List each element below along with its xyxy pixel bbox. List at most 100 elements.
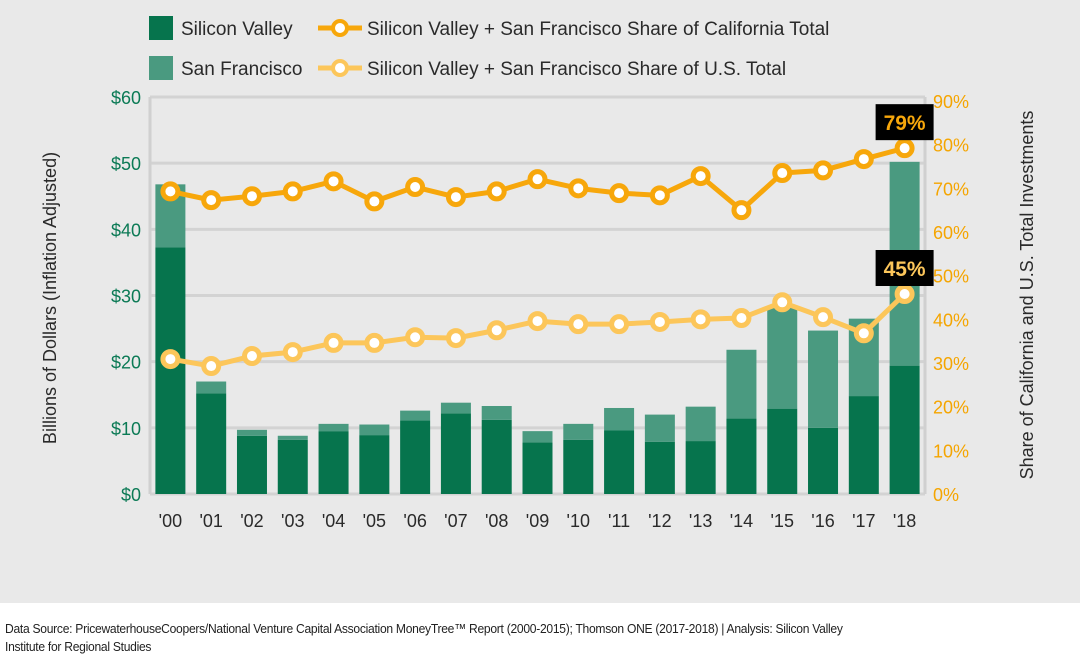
legend-label-ca-share: Silicon Valley + San Francisco Share of … [367, 19, 829, 40]
y-tick-label-left: $60 [111, 88, 141, 108]
ca-share-point [241, 186, 262, 207]
us-share-point [323, 332, 344, 353]
ca-share-point [894, 138, 915, 159]
ca-share-point [527, 169, 548, 190]
x-tick-label: '17 [852, 511, 875, 531]
us-share-point [486, 320, 507, 341]
us-share-point [649, 311, 670, 332]
us-share-point [609, 314, 630, 335]
bar-silicon-valley [400, 420, 431, 494]
y-tick-label-right: 60% [933, 223, 969, 243]
y-tick-label-right: 80% [933, 136, 969, 156]
bar-silicon-valley [889, 365, 920, 494]
y-tick-label-right: 30% [933, 354, 969, 374]
legend-line-us-share [318, 59, 362, 77]
bar-silicon-valley [155, 247, 186, 494]
us-share-point [813, 307, 834, 328]
bar-san-francisco [440, 402, 471, 414]
bar-san-francisco [767, 307, 798, 409]
y-tick-label-left: $0 [121, 485, 141, 505]
bar-san-francisco [196, 381, 227, 394]
us-share-point [241, 346, 262, 367]
us-share-point [405, 327, 426, 348]
lines [160, 138, 915, 377]
y-axis-title-right: Share of California and U.S. Total Inves… [1017, 111, 1037, 480]
us-share-point [894, 284, 915, 305]
ca-share-point [649, 185, 670, 206]
bar-san-francisco [400, 410, 431, 421]
bar-silicon-valley [685, 441, 716, 494]
ca-share-point [364, 191, 385, 212]
us-share-point [690, 309, 711, 330]
y-tick-label-left: $20 [111, 353, 141, 373]
x-tick-label: '12 [648, 511, 671, 531]
callout-us-share-label: 45% [884, 258, 926, 281]
bar-san-francisco [644, 414, 675, 442]
ca-share-point [160, 181, 181, 202]
bar-san-francisco [522, 431, 553, 443]
x-tick-label: '04 [322, 511, 345, 531]
x-tick-label: '08 [485, 511, 508, 531]
y-tick-label-left: $40 [111, 220, 141, 240]
us-share-point [445, 328, 466, 349]
bar-san-francisco [277, 435, 308, 440]
legend: Silicon Valley San Francisco Silicon Val… [149, 16, 829, 80]
ca-share-point [486, 181, 507, 202]
axes: $0 $10 $20 $30 $40 $50 $60 0% 10% 20% 30% 40% 50% 60%… [111, 88, 969, 531]
callout-ca-share-box [875, 104, 934, 141]
y-tick-label-left: $10 [111, 419, 141, 439]
y-tick-label-right: 0% [933, 485, 959, 505]
x-tick-label: '09 [526, 511, 549, 531]
y-tick-label-right: 50% [933, 267, 969, 287]
ca-share-point [731, 200, 752, 221]
us-share-point [364, 332, 385, 353]
x-tick-label: '05 [363, 511, 386, 531]
legend-label-silicon-valley: Silicon Valley [181, 19, 293, 40]
x-tick-label: '03 [281, 511, 304, 531]
bar-san-francisco [236, 429, 267, 436]
x-tick-label: '16 [811, 511, 834, 531]
bar-san-francisco [808, 330, 839, 428]
legend-line-ca-share [318, 19, 362, 37]
ca-share-point [690, 166, 711, 187]
y-tick-label-right: 70% [933, 179, 969, 199]
bar-silicon-valley [481, 419, 512, 494]
y-tick-label-right: 90% [933, 92, 969, 112]
bar-silicon-valley [848, 396, 879, 494]
x-tick-label: '18 [893, 511, 916, 531]
bar-silicon-valley [767, 408, 798, 494]
bar-san-francisco [563, 423, 594, 440]
ca-share-point [568, 178, 589, 199]
legend-label-us-share: Silicon Valley + San Francisco Share of … [367, 59, 786, 80]
bar-san-francisco [685, 406, 716, 442]
us-share-point [201, 356, 222, 377]
callout-ca-share-label: 79% [884, 112, 926, 135]
x-tick-label: '14 [730, 511, 753, 531]
bar-silicon-valley [808, 427, 839, 494]
bar-san-francisco [726, 349, 757, 419]
callouts: 79% 45% [875, 104, 934, 287]
x-tick-label: '07 [444, 511, 467, 531]
bar-silicon-valley [726, 418, 757, 494]
chart-panel: Silicon Valley San Francisco Silicon Val… [0, 0, 1080, 603]
bar-san-francisco [318, 423, 349, 432]
us-share-point [160, 349, 181, 370]
ca-share-point [609, 183, 630, 204]
bar-silicon-valley [644, 441, 675, 494]
ca-share-point [772, 163, 793, 184]
us-share-point [568, 314, 589, 335]
us-share-point [527, 311, 548, 332]
bar-silicon-valley [522, 442, 553, 494]
x-tick-label: '06 [403, 511, 426, 531]
ca-share-point [445, 187, 466, 208]
bar-san-francisco [604, 407, 635, 431]
x-tick-label: '10 [567, 511, 590, 531]
bar-silicon-valley [563, 439, 594, 494]
x-tick-label: '13 [689, 511, 712, 531]
bar-san-francisco [481, 405, 512, 420]
bars [155, 161, 920, 494]
ca-share-point [405, 177, 426, 198]
y-tick-label-right: 10% [933, 441, 969, 461]
bar-silicon-valley [359, 435, 390, 494]
bar-silicon-valley [277, 439, 308, 494]
